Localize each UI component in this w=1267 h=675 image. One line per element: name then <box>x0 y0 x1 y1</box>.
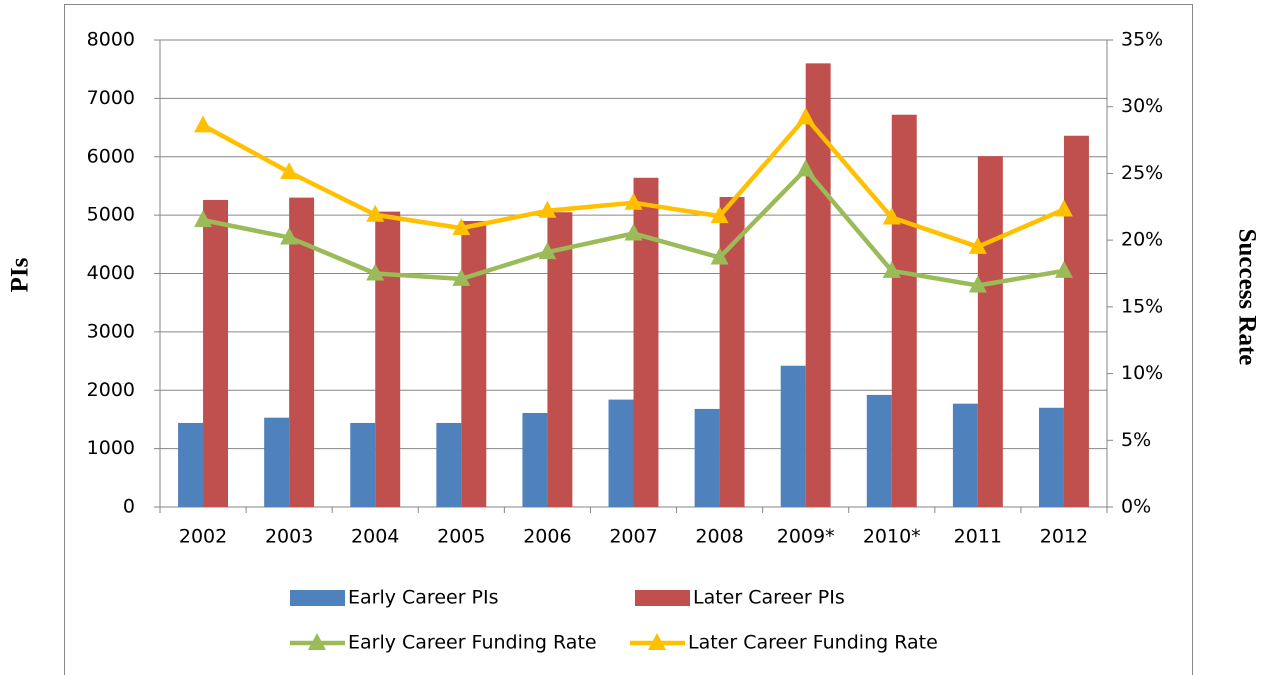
marker <box>194 210 213 228</box>
bar <box>350 422 376 507</box>
bar <box>952 403 978 507</box>
y2-tick-label: 30% <box>1121 95 1163 117</box>
y-tick-label: 6000 <box>87 145 135 167</box>
legend-label: Early Career PIs <box>348 587 499 609</box>
marker <box>882 260 901 278</box>
bar <box>633 177 659 507</box>
x-tick-label: 2012 <box>1040 526 1088 548</box>
x-tick-label: 2007 <box>609 526 657 548</box>
marker <box>624 223 643 241</box>
y2-tick-label: 0% <box>1121 496 1151 518</box>
marker <box>366 263 385 281</box>
marker <box>1054 260 1073 278</box>
legend-label: Later Career PIs <box>693 587 845 609</box>
bar <box>719 197 745 507</box>
marker <box>280 227 299 245</box>
x-tick-label: 2003 <box>265 526 313 548</box>
bar <box>264 417 290 507</box>
y2-tick-label: 5% <box>1121 429 1151 451</box>
bar <box>694 408 720 507</box>
y-tick-label: 5000 <box>87 204 135 226</box>
y-tick-label: 7000 <box>87 87 135 109</box>
x-tick-label: 2010* <box>863 526 921 548</box>
marker <box>710 206 729 224</box>
legend-label: Later Career Funding Rate <box>688 632 938 654</box>
bar <box>178 422 204 507</box>
bar <box>461 220 487 507</box>
marker <box>1054 199 1073 217</box>
marker <box>280 162 299 180</box>
marker <box>710 247 729 265</box>
marker <box>796 159 815 177</box>
bar <box>203 199 229 507</box>
x-tick-label: 2002 <box>179 526 227 548</box>
legend-swatch <box>635 590 690 606</box>
y-tick-label: 0 <box>123 496 135 518</box>
x-tick-label: 2008 <box>695 526 743 548</box>
bar <box>289 197 315 508</box>
bar <box>522 413 548 507</box>
bar <box>780 365 806 507</box>
legend-label: Early Career Funding Rate <box>348 632 597 654</box>
y2-tick-label: 10% <box>1121 362 1163 384</box>
marker <box>538 242 557 260</box>
bar <box>977 156 1003 507</box>
legend-marker <box>308 633 326 650</box>
marker <box>968 275 987 293</box>
marker <box>452 218 471 236</box>
y-tick-label: 1000 <box>87 437 135 459</box>
y-tick-label: 8000 <box>87 29 135 51</box>
marker <box>366 204 385 222</box>
bar <box>805 63 831 507</box>
y-axis-title: PIs <box>7 257 34 292</box>
marker <box>968 236 987 254</box>
bar <box>1063 135 1089 508</box>
y-tick-label: 2000 <box>87 379 135 401</box>
x-tick-label: 2006 <box>523 526 571 548</box>
x-tick-label: 2009* <box>777 526 835 548</box>
marker <box>452 268 471 286</box>
y-tick-label: 3000 <box>87 320 135 342</box>
bar <box>866 394 892 507</box>
chart-border <box>64 4 1193 675</box>
marker <box>194 115 213 133</box>
y2-tick-label: 15% <box>1121 295 1163 317</box>
y2-axis-title: Success Rate <box>1233 229 1260 366</box>
marker <box>538 200 557 218</box>
x-tick-label: 2011 <box>954 526 1002 548</box>
legend-marker <box>648 633 666 650</box>
marker <box>624 192 643 210</box>
bar <box>436 422 462 507</box>
legend-swatch <box>290 590 345 606</box>
bar <box>375 211 401 507</box>
x-tick-label: 2005 <box>437 526 485 548</box>
marker <box>796 107 815 125</box>
y2-tick-label: 35% <box>1121 29 1163 51</box>
bar <box>608 399 634 507</box>
y-tick-label: 4000 <box>87 262 135 284</box>
y2-tick-label: 25% <box>1121 162 1163 184</box>
y2-tick-label: 20% <box>1121 229 1163 251</box>
bar <box>1038 407 1064 507</box>
bar <box>547 212 573 508</box>
marker <box>882 207 901 225</box>
x-tick-label: 2004 <box>351 526 399 548</box>
bar <box>891 114 917 507</box>
